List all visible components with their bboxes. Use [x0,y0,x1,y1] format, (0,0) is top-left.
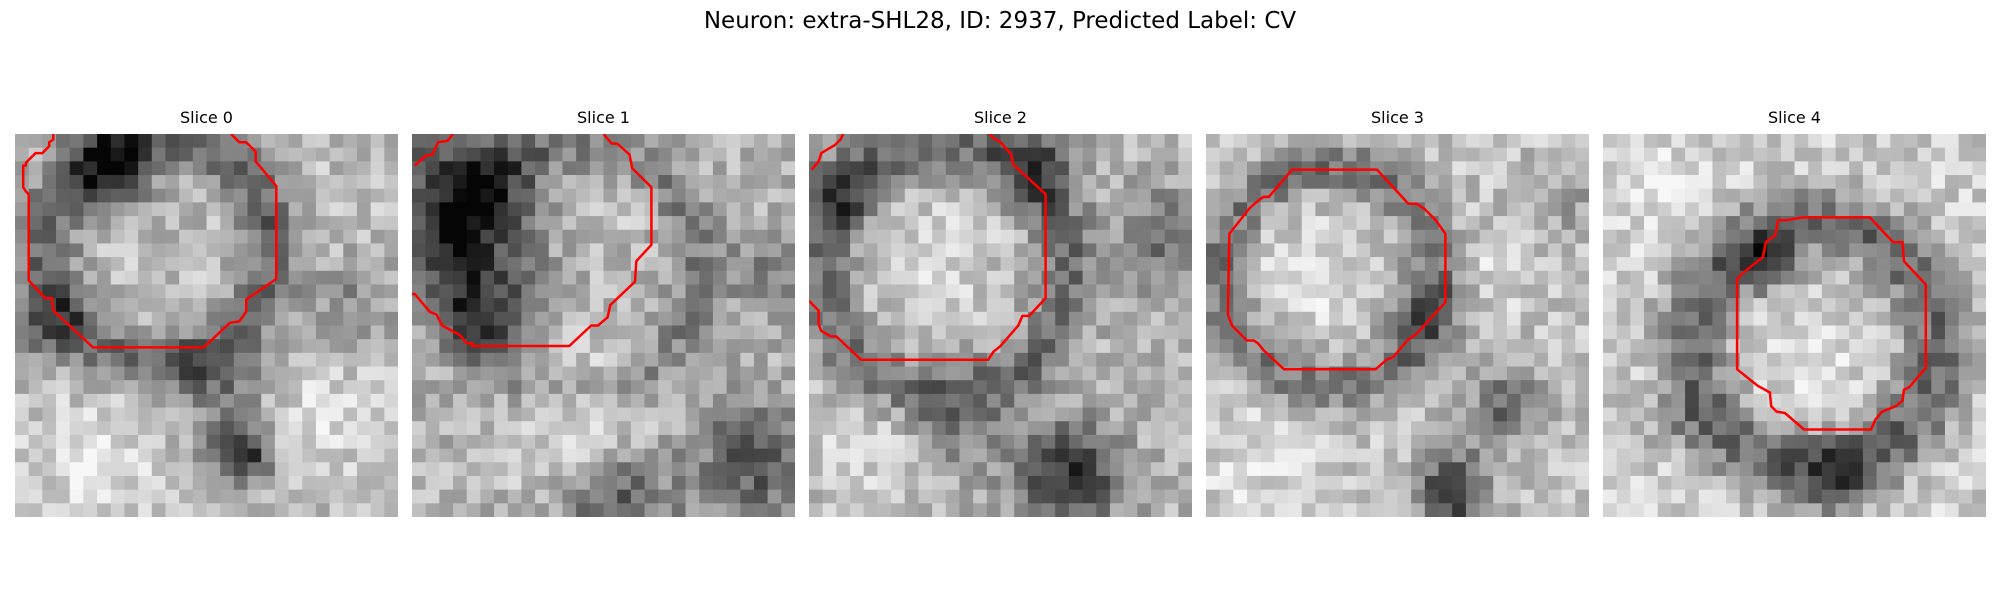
segmentation-contour [21,134,278,349]
segmentation-contour [412,134,653,348]
slice-image [15,134,398,517]
segmentation-contour [1735,216,1928,431]
segmentation-contour [810,134,845,171]
slice-title: Slice 4 [1768,108,1821,127]
pixel-grid [412,134,795,517]
figure-title: Neuron: extra-SHL28, ID: 2937, Predicted… [703,8,1297,34]
segmentation-contour [809,134,1047,361]
pixel-grid [15,134,398,517]
slice-title: Slice 0 [180,108,233,127]
pixel-grid [1206,134,1589,517]
slice-image [809,134,1192,517]
slice-image [1206,134,1589,517]
slice-title: Slice 1 [577,108,630,127]
slice-image [1603,134,1986,517]
slice-title: Slice 2 [974,108,1027,127]
pixel-grid [1603,134,1986,517]
slice-image [412,134,795,517]
segmentation-contour [1226,168,1447,371]
slice-title: Slice 3 [1371,108,1424,127]
pixel-grid [809,134,1192,517]
segmentation-contour [413,134,454,167]
